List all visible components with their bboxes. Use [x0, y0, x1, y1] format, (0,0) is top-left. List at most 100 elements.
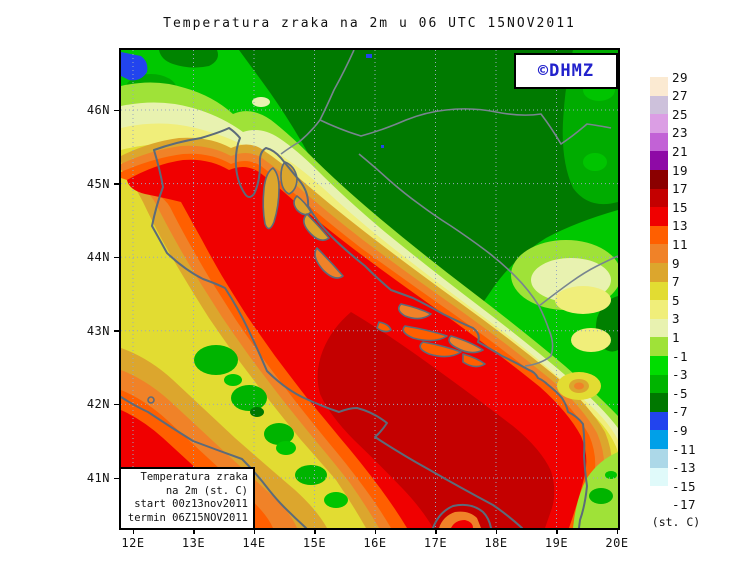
border-hungary	[319, 108, 612, 145]
lon-tick-label: 15E	[302, 536, 327, 550]
lon-tick	[495, 528, 497, 534]
legend-color-box	[650, 263, 668, 283]
run-info-line: Temperatura zraka	[140, 471, 248, 483]
lon-tick	[374, 528, 376, 534]
blue-dot	[381, 145, 384, 148]
island-krk	[280, 161, 298, 195]
legend-color-box	[650, 151, 668, 171]
border-east	[538, 255, 618, 307]
apennine-green	[231, 385, 267, 411]
legend-color-box	[650, 207, 668, 227]
legend-color-box	[650, 356, 668, 376]
lon-tick	[556, 528, 558, 534]
legend-unit-label: (st. C)	[651, 515, 701, 529]
legend-tick-label: 13	[672, 218, 689, 234]
lon-tick-label: 13E	[181, 536, 206, 550]
run-info-line: start 00z13nov2011	[134, 498, 248, 510]
lon-tick-label: 20E	[605, 536, 629, 550]
legend-tick-label: 27	[672, 88, 689, 104]
islands	[147, 161, 486, 404]
graticule	[121, 50, 618, 528]
legend-tick-label: -11	[672, 441, 697, 457]
lat-tick-label: 44N	[86, 250, 110, 265]
island-mljet	[462, 353, 486, 368]
legend-tick-label: 9	[672, 255, 681, 271]
legend-color-box	[650, 318, 668, 338]
apennine-green	[194, 345, 238, 375]
lat-tick-label: 41N	[86, 471, 110, 485]
legend-tick-label: 3	[672, 311, 681, 327]
legend-color-box	[650, 132, 668, 152]
legend-tick-label: 1	[672, 329, 681, 345]
legend-color-box	[650, 449, 668, 469]
legend-color-box	[650, 188, 668, 208]
puglia-green	[276, 441, 296, 455]
run-info-line: na 2m (st. C)	[165, 484, 248, 497]
legend-color-box	[650, 77, 668, 97]
legend-color-box	[650, 467, 668, 487]
legend-color-box	[650, 244, 668, 264]
lat-tick	[114, 109, 120, 111]
island-pag	[303, 213, 330, 242]
bosnia-yellow	[555, 286, 611, 314]
legend-color-box	[650, 393, 668, 413]
lat-tick	[114, 183, 120, 185]
lon-tick-label: 17E	[423, 536, 448, 550]
map-frame	[119, 48, 620, 530]
green-spot	[583, 153, 607, 171]
border-bosnia	[358, 153, 554, 367]
albania-green	[589, 488, 613, 504]
mostar-orange	[574, 382, 584, 390]
lon-tick-label: 16E	[363, 536, 387, 550]
lat-tick-label: 43N	[86, 323, 110, 338]
island-kornati	[314, 247, 344, 279]
coast-croatia-albania	[153, 127, 588, 528]
island-cres	[262, 167, 280, 230]
lon-tick	[193, 528, 195, 534]
coast-taranto-gulf	[432, 503, 492, 528]
lon-tick-label: 19E	[544, 536, 569, 550]
lon-tick-label: 18E	[484, 536, 508, 550]
coast-italy-adriatic	[151, 149, 523, 528]
legend-tick-label: -15	[672, 478, 697, 494]
lon-tick-label: 14E	[242, 536, 266, 550]
legend-tick-label: 7	[672, 274, 681, 290]
legend-color-box	[650, 225, 668, 245]
legend-color-box	[650, 374, 668, 394]
legend-tick-label: -3	[672, 367, 689, 383]
country-borders	[280, 50, 618, 367]
dark-green-topleft-patch	[159, 50, 218, 68]
legend-tick-label: -13	[672, 460, 697, 476]
lon-tick-label: 12E	[121, 536, 145, 550]
legend-tick-label: -1	[672, 348, 689, 364]
blue-dot	[366, 54, 372, 58]
island-peljesac	[448, 335, 484, 354]
puglia-green	[324, 492, 348, 508]
island-elba-dot	[147, 396, 155, 404]
adriatic-dark-red-core	[317, 312, 555, 528]
island-brac	[397, 303, 432, 320]
legend-tick-label: -7	[672, 404, 689, 420]
apennine-green	[264, 423, 294, 445]
puglia-green	[295, 465, 327, 485]
coastlines	[121, 127, 588, 528]
legend-tick-label: 5	[672, 292, 681, 308]
lat-tick	[114, 330, 120, 332]
legend-color-box	[650, 114, 668, 134]
island-vis	[376, 321, 392, 333]
legend-tick-label: -5	[672, 385, 689, 401]
legend-color-box	[650, 486, 668, 506]
alpine-blue-patch	[121, 52, 148, 81]
legend-color-box	[650, 337, 668, 357]
legend-tick-label: -9	[672, 422, 689, 438]
legend-tick-label: 11	[672, 236, 689, 252]
run-info-box: Temperatura zraka na 2m (st. C) start 00z1…	[119, 467, 255, 530]
lat-tick-label: 45N	[86, 176, 110, 191]
legend-tick-label: 21	[672, 143, 689, 159]
legend-color-box	[650, 430, 668, 450]
island-rab	[293, 195, 312, 216]
legend-tick-label: 19	[672, 162, 689, 178]
legend-tick-label: -17	[672, 497, 697, 513]
lon-tick	[616, 528, 618, 534]
